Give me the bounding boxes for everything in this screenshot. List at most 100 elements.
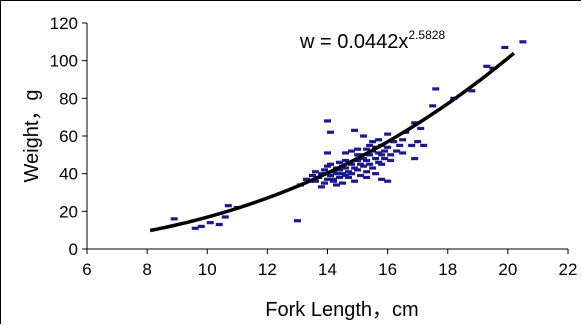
data-point — [378, 162, 386, 166]
data-point — [215, 222, 223, 227]
data-point — [324, 164, 331, 168]
data-point — [366, 162, 374, 166]
y-axis-title: Weight，g — [21, 89, 43, 182]
data-point — [348, 162, 356, 166]
data-point — [363, 170, 371, 174]
data-point — [372, 172, 380, 176]
x-tick-label: 20 — [498, 260, 517, 279]
data-point — [417, 126, 425, 131]
data-point — [384, 132, 392, 136]
data-point — [293, 219, 301, 223]
data-point — [411, 157, 419, 161]
data-point — [308, 173, 316, 178]
data-point — [381, 149, 389, 153]
data-point — [302, 177, 310, 181]
data-point — [339, 172, 347, 176]
data-point — [351, 128, 359, 132]
data-point — [354, 153, 362, 157]
data-point — [327, 130, 335, 134]
trend-equation-base: w = 0.0442x — [299, 31, 408, 53]
data-point — [393, 149, 401, 153]
data-point — [414, 140, 422, 144]
data-point — [221, 215, 229, 219]
data-point — [432, 87, 440, 91]
x-axis-title: Fork Length，cm — [265, 299, 418, 321]
x-tick-label: 6 — [82, 260, 91, 279]
data-point — [411, 121, 419, 125]
data-point — [330, 179, 338, 183]
x-tick-label: 16 — [378, 260, 397, 279]
data-point — [387, 158, 395, 163]
data-point — [384, 145, 392, 149]
data-point — [342, 158, 350, 163]
data-point — [345, 175, 353, 180]
data-point — [354, 158, 362, 163]
y-tick-label: 20 — [59, 202, 78, 221]
data-point — [324, 177, 331, 181]
data-point — [363, 147, 371, 151]
data-point — [317, 172, 325, 176]
data-point — [375, 160, 383, 164]
data-point — [342, 166, 350, 170]
data-point — [345, 170, 353, 174]
data-point — [399, 138, 407, 142]
trend-line — [149, 51, 516, 233]
y-tick-label: 60 — [59, 127, 78, 146]
y-tick-label: 0 — [69, 240, 78, 259]
data-point — [429, 104, 437, 108]
data-point — [360, 164, 368, 168]
data-point — [375, 151, 383, 155]
data-point — [360, 134, 368, 138]
data-point — [206, 221, 214, 225]
data-point — [170, 217, 178, 221]
trend-equation-exponent: 2.5828 — [408, 28, 445, 42]
data-point — [369, 166, 377, 170]
data-point — [354, 168, 362, 172]
data-point — [408, 143, 416, 148]
data-point — [333, 172, 341, 176]
data-point — [483, 64, 491, 68]
data-point — [372, 157, 380, 161]
data-point — [324, 151, 331, 155]
data-point — [378, 153, 386, 157]
data-point — [369, 140, 377, 144]
x-tick-label: 12 — [258, 260, 277, 279]
data-point — [327, 162, 335, 166]
data-point — [224, 204, 232, 208]
data-point — [420, 143, 428, 148]
data-point — [363, 175, 371, 180]
x-tick-label: 18 — [438, 260, 457, 279]
data-point — [330, 177, 338, 181]
data-point — [501, 45, 509, 50]
data-point — [378, 177, 386, 181]
data-point — [317, 185, 325, 189]
data-point — [191, 226, 199, 230]
x-tick-label: 8 — [142, 260, 151, 279]
data-point — [342, 151, 350, 155]
x-tick-label: 14 — [318, 260, 337, 279]
data-point — [336, 168, 344, 172]
data-point — [381, 157, 389, 161]
data-point — [396, 143, 404, 148]
data-point — [390, 140, 398, 144]
data-point — [357, 173, 365, 178]
data-point — [311, 170, 319, 174]
data-point — [366, 153, 374, 157]
data-point — [384, 179, 392, 183]
data-point — [363, 158, 371, 163]
data-point — [351, 166, 359, 170]
y-tick-label: 40 — [59, 165, 78, 184]
data-point — [360, 157, 368, 161]
y-tick-label: 80 — [59, 89, 78, 108]
data-point — [311, 179, 319, 183]
data-point — [320, 181, 328, 185]
data-point — [387, 153, 395, 157]
data-point — [348, 172, 356, 176]
data-point — [324, 119, 331, 123]
data-point — [336, 160, 344, 164]
data-point — [375, 138, 383, 142]
data-point — [357, 162, 365, 166]
data-point — [320, 168, 328, 172]
